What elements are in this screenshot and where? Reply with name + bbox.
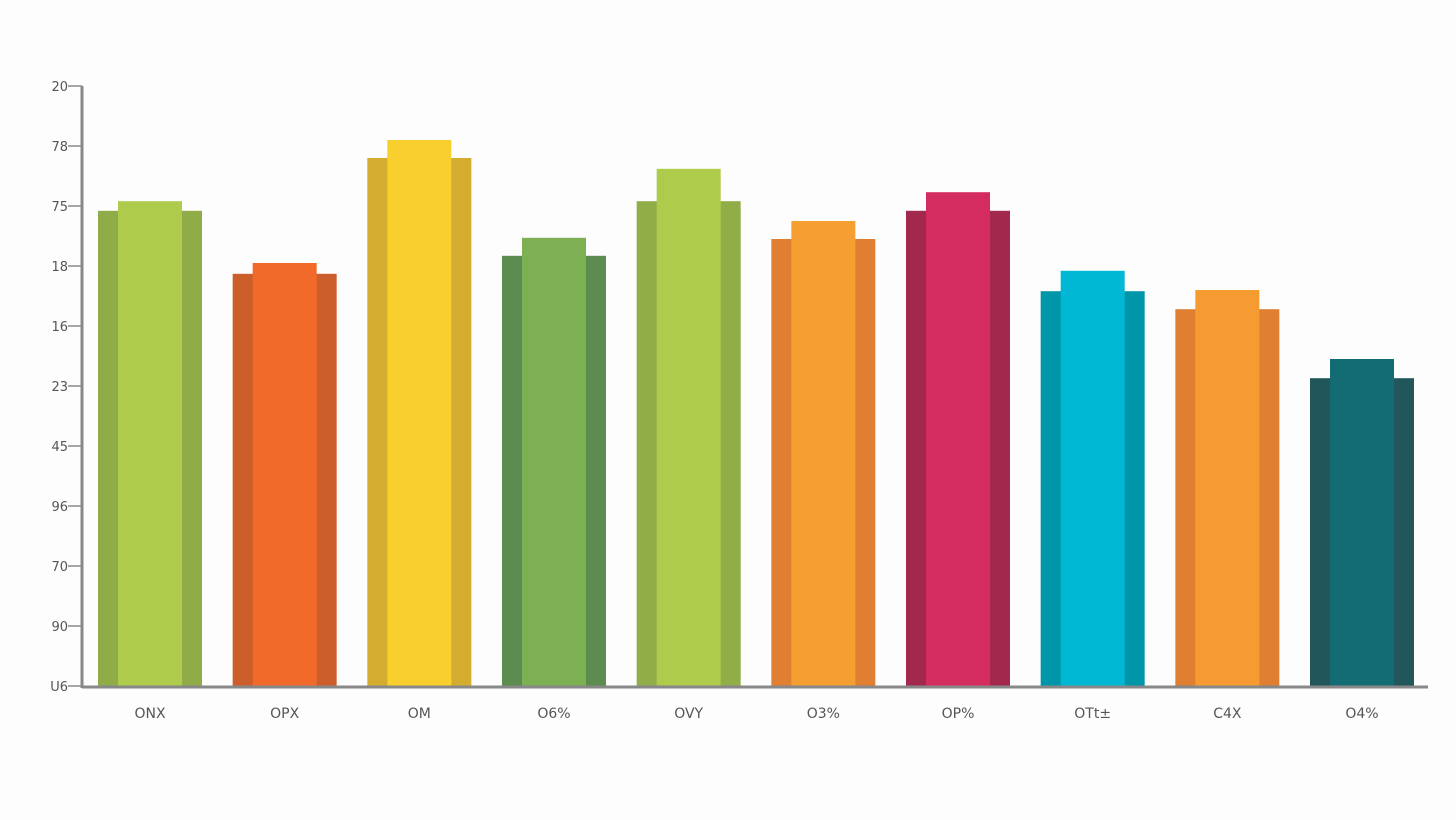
bar-front [656, 168, 721, 687]
bar-front [387, 140, 452, 686]
x-tick-label: C4X [1213, 706, 1242, 722]
y-tick-label: 18 [51, 260, 68, 275]
x-tick-label: O4% [1345, 706, 1378, 722]
x-tick-label: OM [408, 706, 431, 722]
bar-front [1195, 290, 1260, 686]
y-tick-label: 96 [51, 500, 68, 515]
y-tick-label: 90 [51, 620, 68, 635]
y-tick-label: 70 [51, 560, 68, 575]
x-tick-label: O6% [537, 706, 570, 722]
y-tick-label: 75 [51, 200, 68, 215]
y-tick-label: 16 [51, 320, 68, 335]
bar-front [1060, 270, 1125, 686]
bar-front [926, 192, 990, 686]
x-tick-label: OTt± [1074, 706, 1111, 722]
bar-front [118, 201, 182, 686]
bar-front [1330, 359, 1394, 686]
y-tick-label: U6 [50, 680, 68, 695]
x-tick-label: OVY [674, 706, 703, 722]
bar-front [522, 237, 586, 687]
y-tick-label: 23 [51, 380, 68, 395]
x-tick-label: O3% [807, 706, 840, 722]
y-tick-label: 20 [51, 80, 68, 95]
bar-front [252, 263, 317, 686]
x-tick-label: OPX [270, 706, 299, 722]
y-tick-label: 78 [51, 140, 68, 155]
x-tick-label: ONX [134, 706, 165, 722]
bar-front [791, 221, 856, 686]
y-tick-label: 45 [51, 440, 68, 455]
x-tick-label: OP% [942, 706, 975, 722]
